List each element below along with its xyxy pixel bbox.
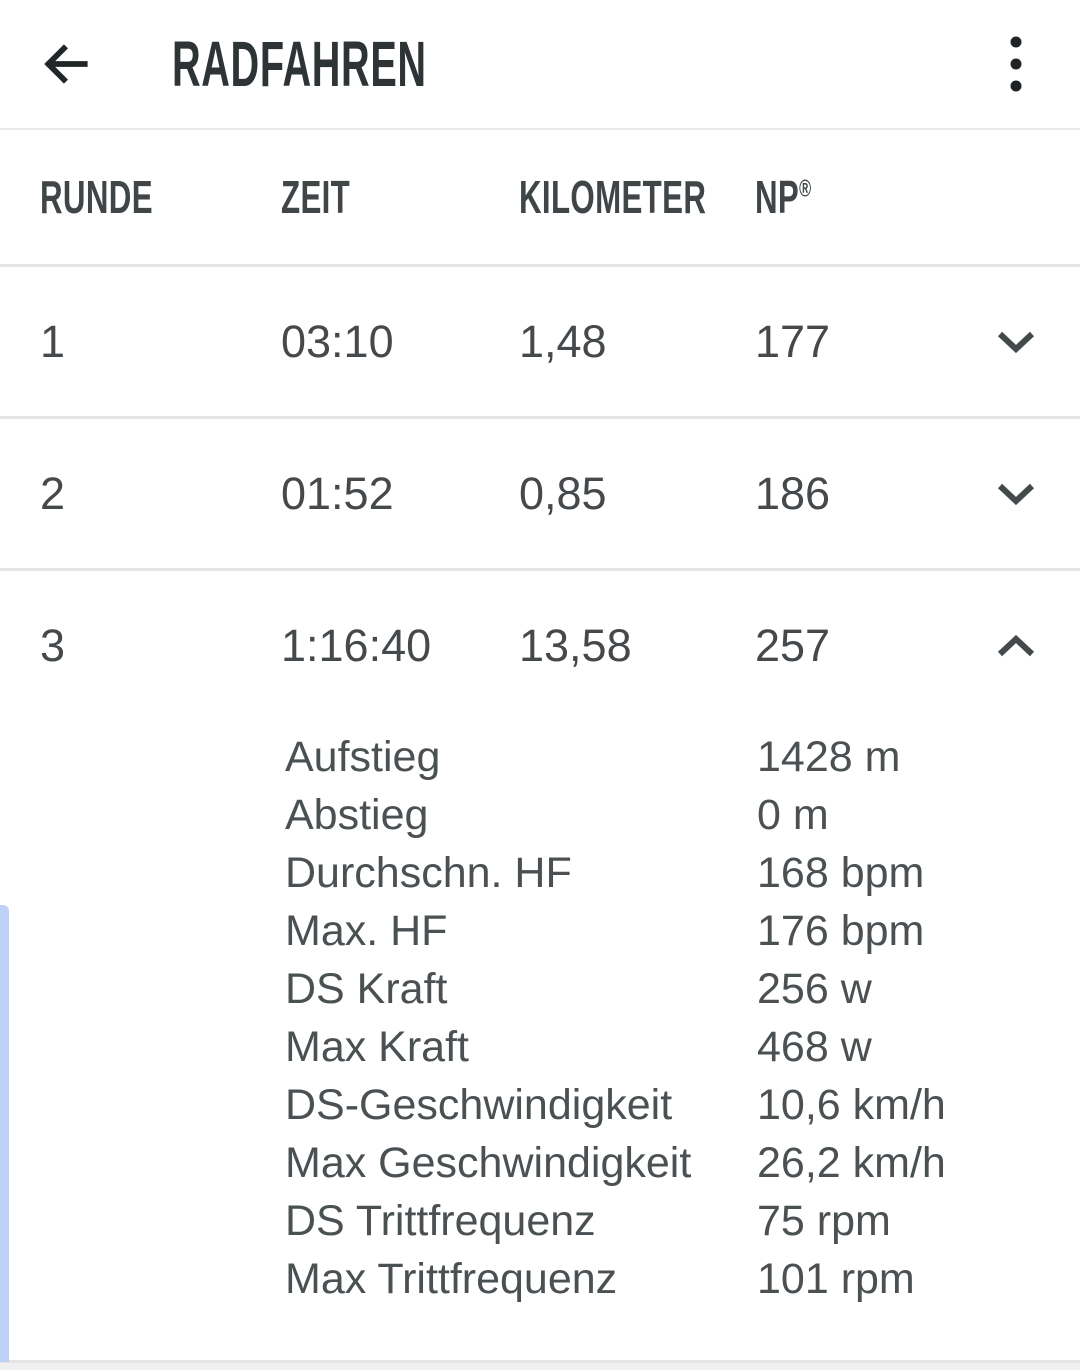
lap-distance: 1,48 [519, 315, 607, 367]
detail-value: 1428 m [757, 733, 901, 781]
detail-value: 75 rpm [757, 1197, 891, 1245]
chevron-down-icon[interactable] [996, 482, 1036, 506]
lap-detail-row: Max Geschwindigkeit 26,2 km/h [285, 1134, 1040, 1192]
row-divider [0, 568, 1080, 571]
page-title: RADFAHREN [172, 28, 427, 100]
lap-time: 1:16:40 [281, 619, 432, 671]
detail-value: 468 w [757, 1023, 872, 1071]
detail-label: Abstieg [285, 791, 429, 839]
detail-label: Max. HF [285, 907, 448, 955]
lap-detail-row: DS Trittfrequenz 75 rpm [285, 1192, 1040, 1250]
lap-row-main[interactable]: 1 03:10 1,48 177 [0, 267, 1080, 416]
lap-row-main[interactable]: 3 1:16:40 13,58 257 [0, 571, 1080, 720]
lap-np: 177 [755, 315, 831, 367]
row-divider [0, 416, 1080, 419]
lap-np: 186 [755, 467, 831, 519]
detail-value: 256 w [757, 965, 872, 1013]
overflow-menu-button[interactable] [980, 14, 1052, 114]
detail-value: 26,2 km/h [757, 1139, 946, 1187]
lap-number: 2 [40, 467, 66, 519]
chevron-down-icon[interactable] [996, 330, 1036, 354]
lap-detail-row: Max Kraft 468 w [285, 1018, 1040, 1076]
lap-time: 03:10 [281, 315, 394, 367]
lap-detail-row: Max. HF 176 bpm [285, 902, 1040, 960]
detail-label: Aufstieg [285, 733, 441, 781]
lap-row[interactable]: 1 03:10 1,48 177 [0, 267, 1080, 419]
column-header-runde: RUNDE [40, 171, 153, 223]
lap-row-main[interactable]: 2 01:52 0,85 186 [0, 419, 1080, 568]
lap-distance: 0,85 [519, 467, 607, 519]
lap-detail-row: Durchschn. HF 168 bpm [285, 844, 1040, 902]
lap-row[interactable]: 3 1:16:40 13,58 257 Aufstieg 1428 m Abst… [0, 571, 1080, 1363]
column-header-np: NP® [755, 171, 812, 223]
detail-value: 101 rpm [757, 1255, 915, 1303]
lap-np: 257 [755, 619, 831, 671]
detail-value: 176 bpm [757, 907, 925, 955]
detail-value: 168 bpm [757, 849, 925, 897]
lap-time: 01:52 [281, 467, 394, 519]
lap-detail-row: DS Kraft 256 w [285, 960, 1040, 1018]
lap-row[interactable]: 2 01:52 0,85 186 [0, 419, 1080, 571]
detail-value: 0 m [757, 791, 829, 839]
detail-label: Max Kraft [285, 1023, 469, 1071]
detail-value: 10,6 km/h [757, 1081, 946, 1129]
detail-label: DS-Geschwindigkeit [285, 1081, 673, 1129]
detail-label: Max Trittfrequenz [285, 1255, 618, 1303]
kebab-menu-icon [1009, 35, 1023, 93]
scrollbar-thumb[interactable] [0, 905, 9, 1362]
lap-detail-row: Max Trittfrequenz 101 rpm [285, 1250, 1040, 1308]
lap-detail-row: DS-Geschwindigkeit 10,6 km/h [285, 1076, 1040, 1134]
detail-label: Max Geschwindigkeit [285, 1139, 692, 1187]
detail-label: DS Kraft [285, 965, 448, 1013]
lap-details: Aufstieg 1428 m Abstieg 0 m Durchschn. H… [285, 720, 1040, 1360]
app-bar: RADFAHREN [0, 0, 1080, 130]
back-button[interactable] [18, 16, 114, 112]
detail-label: Durchschn. HF [285, 849, 572, 897]
footer-strip [0, 1363, 1080, 1370]
lap-detail-row: Abstieg 0 m [285, 786, 1040, 844]
registered-trademark-symbol: ® [799, 175, 812, 203]
chevron-up-icon[interactable] [996, 634, 1036, 658]
lap-detail-row: Aufstieg 1428 m [285, 728, 1040, 786]
column-header-zeit: ZEIT [281, 171, 351, 223]
lap-number: 3 [40, 619, 66, 671]
lap-rows: 1 03:10 1,48 177 2 01:52 0,85 186 [0, 267, 1080, 1363]
table-header: RUNDE ZEIT KILOMETER NP® [0, 130, 1080, 267]
lap-distance: 13,58 [519, 619, 632, 671]
detail-label: DS Trittfrequenz [285, 1197, 596, 1245]
lap-number: 1 [40, 315, 66, 367]
arrow-left-icon [41, 39, 91, 89]
column-header-kilometer: KILOMETER [519, 171, 707, 223]
